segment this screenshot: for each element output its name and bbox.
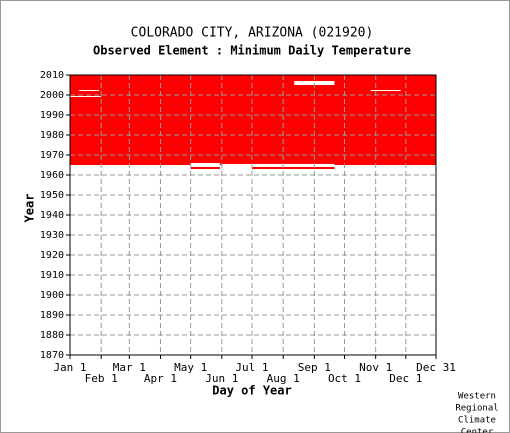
y-tick-label: 1970: [40, 150, 64, 161]
y-tick-label: 2010: [40, 70, 64, 81]
x-tick-label: May 1: [174, 361, 207, 374]
y-tick-label: 1890: [40, 310, 64, 321]
coverage-block: [70, 75, 436, 165]
y-tick-label: 1980: [40, 130, 64, 141]
x-axis-label: Day of Year: [212, 384, 291, 398]
coverage-block: [70, 96, 102, 97]
x-tick-label: Jan 1: [53, 361, 86, 374]
x-tick-label: Nov 1: [359, 361, 392, 374]
y-tick-label: 1880: [40, 330, 64, 341]
credit: Center: [461, 428, 494, 433]
y-tick-label: 1950: [40, 190, 64, 201]
y-tick-label: 1930: [40, 230, 64, 241]
x-tick-label: Jul 1: [235, 361, 268, 374]
credit: Regional: [455, 404, 498, 414]
coverage-block: [79, 90, 100, 91]
x-tick-label: Dec 31: [416, 361, 456, 374]
x-tick-label: Dec 1: [389, 372, 422, 385]
y-tick-label: 1910: [40, 270, 64, 281]
y-tick-label: 1990: [40, 110, 64, 121]
x-tick-label: Oct 1: [328, 372, 361, 385]
coverage-block: [190, 163, 220, 165]
x-tick-label: Sep 1: [298, 361, 331, 374]
coverage-block: [190, 167, 220, 169]
coverage-block: [221, 164, 252, 165]
y-tick-label: 1870: [40, 350, 64, 361]
x-tick-label: Mar 1: [113, 361, 146, 374]
coverage-block: [251, 167, 335, 169]
chart-subtitle: Observed Element : Minimum Daily Tempera…: [93, 44, 411, 58]
x-tick-label: Aug 1: [267, 372, 300, 385]
x-tick-label: Feb 1: [85, 372, 118, 385]
credit: Western: [458, 392, 496, 402]
y-axis-label: Year: [23, 194, 37, 223]
x-tick-label: Apr 1: [144, 372, 177, 385]
x-tick-label: Jun 1: [205, 372, 238, 385]
y-tick-label: 1960: [40, 170, 64, 181]
coverage-block: [251, 164, 335, 165]
chart-title: COLORADO CITY, ARIZONA (021920): [131, 26, 374, 41]
coverage-block: [370, 90, 401, 91]
y-tick-label: 1920: [40, 250, 64, 261]
y-tick-label: 1900: [40, 290, 64, 301]
plot-border: [69, 74, 437, 356]
y-tick-label: 2000: [40, 90, 64, 101]
y-tick-label: 1940: [40, 210, 64, 221]
credit: Climate: [458, 416, 496, 426]
